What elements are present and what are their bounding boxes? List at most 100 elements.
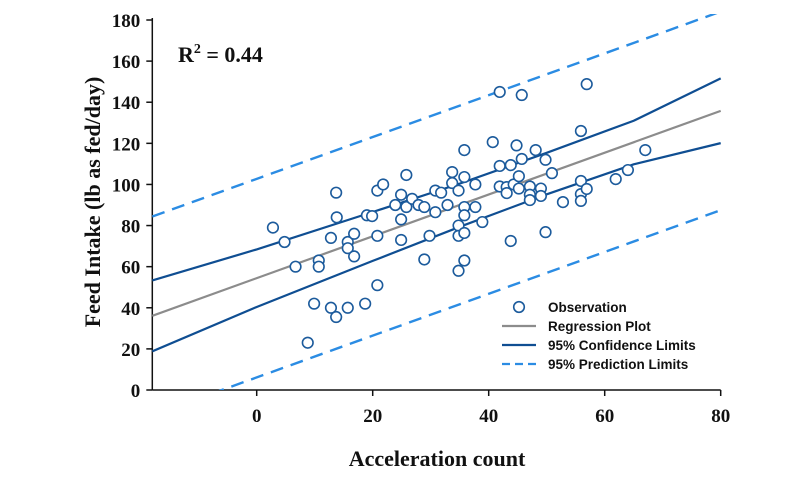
observation-point xyxy=(574,174,588,188)
observation-point xyxy=(580,78,593,91)
observation-point xyxy=(324,231,338,244)
observation-point xyxy=(435,186,448,199)
observation-point xyxy=(341,242,354,255)
observation-point xyxy=(523,193,536,207)
observation-point xyxy=(458,254,471,267)
prediction-limit-lower xyxy=(218,209,722,390)
prediction-limit-upper xyxy=(152,14,718,218)
observation-point xyxy=(308,297,321,310)
observation-point xyxy=(400,168,413,182)
observation-point xyxy=(476,215,489,229)
legend-label: Observation xyxy=(548,300,627,315)
observation-point xyxy=(278,235,291,249)
observation-point xyxy=(574,124,588,138)
observation-point xyxy=(545,167,559,180)
legend-label: 95% Prediction Limits xyxy=(548,357,688,372)
y-tick-label: 100 xyxy=(112,175,141,196)
observation-point xyxy=(469,178,482,191)
observation-point xyxy=(458,170,471,184)
observation-point xyxy=(609,173,622,186)
observation-point xyxy=(359,297,372,310)
x-tick-label: 80 xyxy=(711,406,730,427)
observation-point xyxy=(539,226,552,239)
observation-point xyxy=(580,182,593,196)
observation-point xyxy=(348,250,361,263)
x-tick-label: 0 xyxy=(252,406,262,427)
observation-point xyxy=(452,184,465,197)
y-tick-label: 40 xyxy=(121,299,140,320)
plot-area xyxy=(152,14,722,390)
y-tick-label: 60 xyxy=(121,258,140,279)
observation-point xyxy=(493,85,506,99)
observation-point xyxy=(377,178,390,191)
observation-point xyxy=(423,229,436,242)
y-tick-label: 180 xyxy=(112,11,141,32)
legend-marker-observation xyxy=(512,300,526,314)
observation-point xyxy=(512,170,525,183)
x-tick-label: 60 xyxy=(595,406,614,427)
observation-point xyxy=(539,153,552,166)
observation-point xyxy=(371,229,384,242)
observation-point xyxy=(556,196,570,209)
observation-point xyxy=(330,211,343,224)
legend: Observation Regression Plot 95% Confidence… xyxy=(502,300,696,372)
observation-point xyxy=(400,200,413,214)
x-tick-label: 20 xyxy=(363,406,382,427)
observation-point xyxy=(512,182,525,195)
observation-point xyxy=(330,186,343,199)
observation-point xyxy=(639,144,652,157)
y-tick-label: 140 xyxy=(112,93,141,114)
observation-point xyxy=(301,336,314,349)
observation-point xyxy=(371,279,384,292)
axes: 0 20 40 60 80 100 120 140 160 180 0 20 40 60 80 xyxy=(112,11,730,427)
observation-point xyxy=(458,226,471,240)
observation-point xyxy=(515,152,528,166)
observation-point xyxy=(504,234,517,248)
observation-point xyxy=(441,198,454,212)
observation-point xyxy=(446,176,459,190)
y-tick-label: 0 xyxy=(131,381,141,402)
observation-point xyxy=(458,144,471,157)
observation-point xyxy=(395,233,408,247)
observation-point xyxy=(418,200,431,214)
observation-point xyxy=(395,188,408,201)
legend-label: Regression Plot xyxy=(548,319,651,334)
r-squared-annotation: R2 = 0.44 xyxy=(178,42,263,67)
observation-point xyxy=(366,210,379,223)
observation-point xyxy=(341,301,354,314)
y-tick-label: 20 xyxy=(121,340,140,361)
observation-point xyxy=(389,198,402,212)
observation-point xyxy=(266,221,280,234)
x-axis-title: Acceleration count xyxy=(349,446,526,471)
legend-label: 95% Confidence Limits xyxy=(548,338,696,353)
observation-point xyxy=(348,227,361,240)
observation-point xyxy=(446,166,459,179)
confidence-limit-upper xyxy=(152,77,722,282)
observation-point xyxy=(469,200,482,214)
observation-point xyxy=(395,213,408,226)
observation-point xyxy=(504,159,517,172)
observation-point xyxy=(493,159,506,173)
observation-point xyxy=(515,88,528,102)
observation-point xyxy=(452,264,465,277)
y-axis-title: Feed Intake (lb as fed/day) xyxy=(80,77,105,328)
observation-point xyxy=(529,144,542,157)
observation-point xyxy=(534,189,548,203)
observation-point xyxy=(289,260,302,273)
observation-point xyxy=(574,194,588,207)
observation-point xyxy=(418,253,431,266)
observation-point xyxy=(324,301,338,314)
observation-point xyxy=(500,186,513,200)
y-tick-label: 160 xyxy=(112,52,141,73)
observation-point xyxy=(330,310,343,324)
observation-point xyxy=(621,163,635,177)
observation-point xyxy=(312,260,325,273)
observation-point xyxy=(486,136,499,149)
observation-point xyxy=(429,206,442,219)
observation-point xyxy=(458,209,471,222)
x-tick-label: 40 xyxy=(479,406,498,427)
y-tick-label: 80 xyxy=(121,217,140,238)
y-tick-label: 120 xyxy=(112,134,141,155)
observation-point xyxy=(510,139,523,152)
